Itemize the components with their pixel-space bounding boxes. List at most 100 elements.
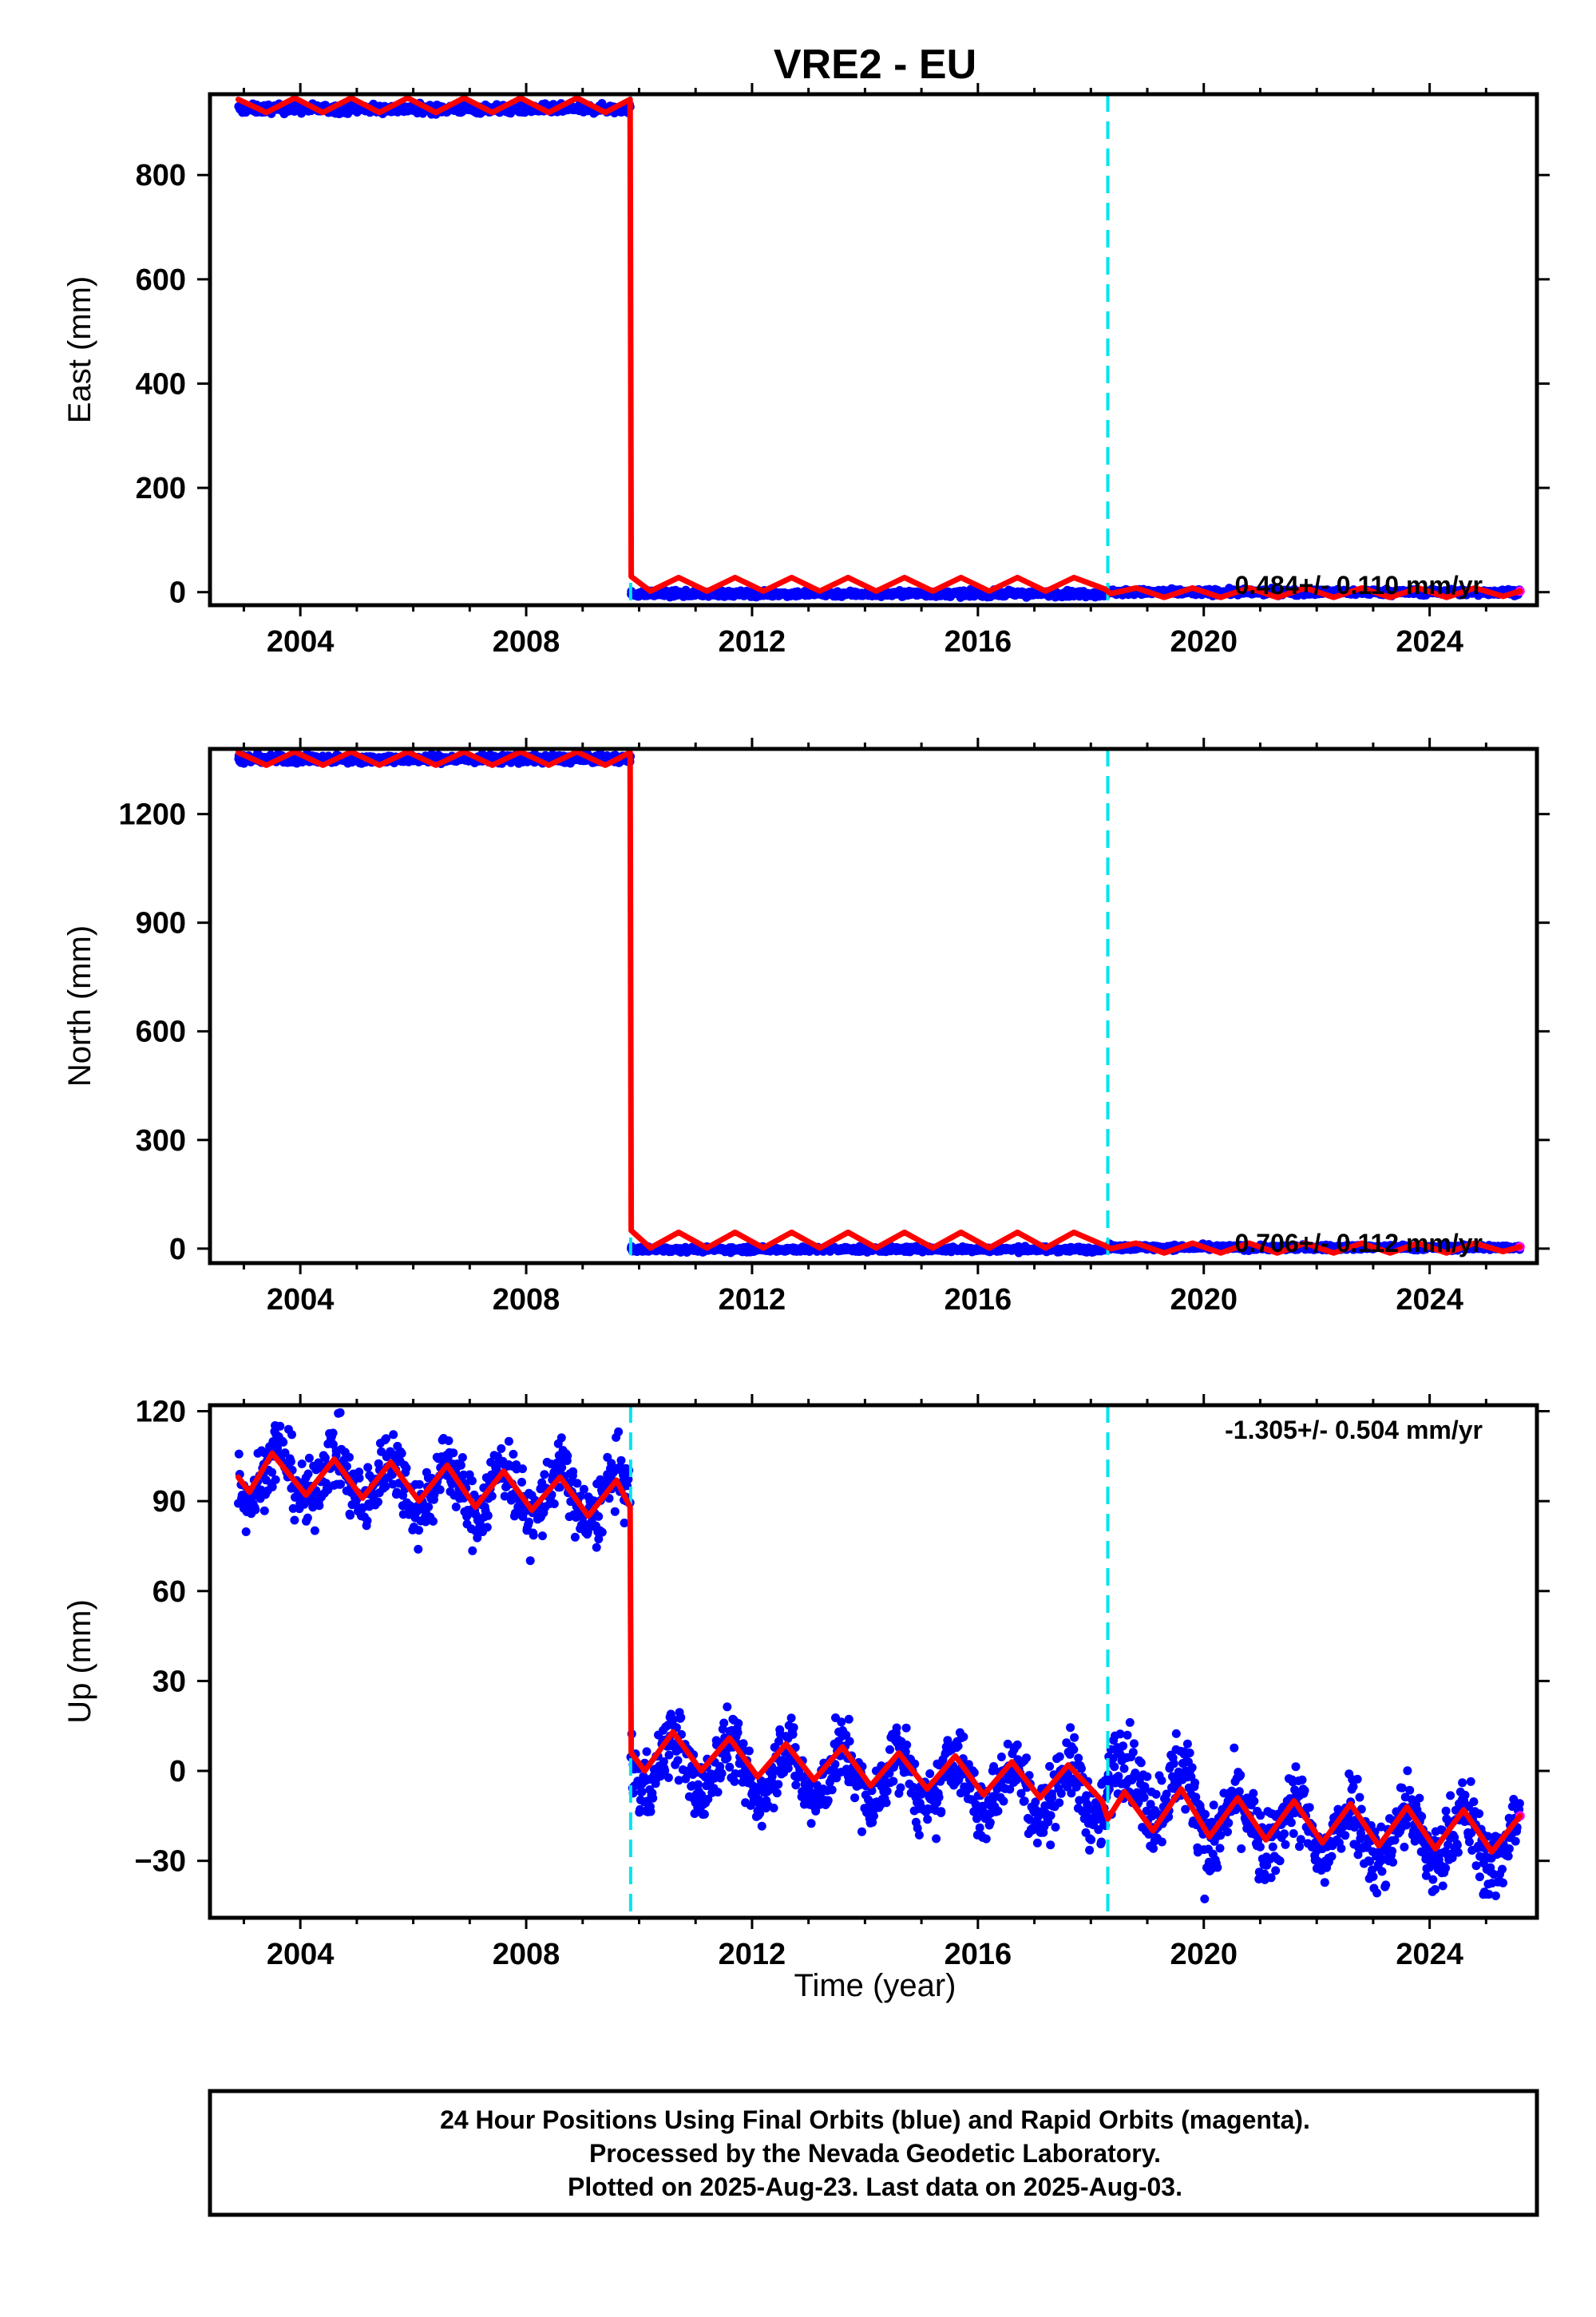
data-point <box>345 1452 354 1462</box>
x-tick-label: 2012 <box>719 1283 786 1317</box>
velocity-annotation: 0.484+/- 0.110 mm/yr <box>1235 571 1483 600</box>
data-point <box>624 1475 633 1484</box>
data-point <box>509 1449 518 1459</box>
plot-frame <box>208 92 1539 608</box>
x-tick-label: 2004 <box>267 1283 335 1317</box>
data-point <box>616 1456 626 1465</box>
data-point <box>614 1427 624 1436</box>
data-point <box>663 1773 673 1782</box>
data-point <box>435 1485 445 1495</box>
data-point <box>286 1457 295 1467</box>
y-tick-label: 200 <box>136 472 186 505</box>
data-point <box>346 1511 355 1520</box>
data-point <box>288 1503 298 1513</box>
data-point <box>363 1463 373 1472</box>
data-point <box>482 1523 492 1532</box>
data-point <box>572 1479 582 1488</box>
data-point <box>271 1475 280 1484</box>
data-point <box>290 1515 299 1525</box>
data-point <box>646 1807 655 1816</box>
data-point <box>402 1463 411 1473</box>
data-point <box>234 1449 244 1459</box>
data-point <box>610 1507 620 1516</box>
data-point <box>540 1470 549 1479</box>
y-tick-label: 900 <box>136 907 186 941</box>
data-point <box>557 1463 567 1472</box>
y-tick-label: 400 <box>136 367 186 401</box>
y-tick-label: 600 <box>136 263 186 297</box>
data-point <box>310 1526 319 1535</box>
data-point <box>315 1501 324 1511</box>
data-point <box>487 1491 497 1501</box>
up-panel: 2004 2008 2012 2016 2020 2024−300306090120Up … <box>62 1394 1550 1971</box>
data-point <box>549 1499 559 1508</box>
data-point <box>583 1527 592 1537</box>
data-point <box>517 1477 526 1487</box>
data-point <box>304 1453 314 1463</box>
data-point <box>280 1448 290 1458</box>
x-tick-label: 2020 <box>1170 1283 1238 1317</box>
y-tick-label: 300 <box>136 1124 186 1158</box>
data-point <box>268 1437 278 1446</box>
data-point <box>287 1430 296 1440</box>
data-point <box>497 1444 506 1453</box>
data-point <box>597 1527 607 1537</box>
plot-area <box>234 94 1525 605</box>
x-tick-label: 2020 <box>1170 625 1238 659</box>
data-point <box>563 1451 572 1460</box>
data-point <box>694 1780 703 1789</box>
data-point <box>354 1473 364 1483</box>
data-point <box>267 1482 277 1491</box>
data-point <box>381 1482 390 1491</box>
data-point <box>297 1460 307 1468</box>
data-point <box>673 1756 683 1765</box>
data-point <box>389 1430 398 1440</box>
y-tick-label: 600 <box>136 1016 186 1049</box>
data-point <box>642 1747 651 1757</box>
data-point <box>556 1433 566 1443</box>
data-point <box>467 1476 477 1486</box>
data-point <box>504 1436 513 1446</box>
data-point <box>568 1467 578 1476</box>
chart-title: VRE2 - EU <box>774 42 976 88</box>
x-tick-label: 2024 <box>1396 625 1463 659</box>
model-fit-line <box>235 95 1523 600</box>
data-point <box>275 1421 285 1431</box>
plot-area <box>234 1405 1525 1918</box>
y-tick-label: 800 <box>136 159 186 192</box>
velocity-annotation: 0.706+/- 0.112 mm/yr <box>1235 1229 1483 1258</box>
data-point <box>429 1516 438 1526</box>
data-point <box>449 1448 458 1458</box>
data-point <box>382 1434 391 1444</box>
data-point <box>444 1436 453 1445</box>
data-point <box>414 1526 424 1535</box>
x-tick-label: 2016 <box>945 625 1012 659</box>
data-point <box>579 1484 588 1494</box>
x-tick-label: 2008 <box>493 1283 560 1317</box>
y-axis-label: North (mm) <box>62 925 97 1087</box>
data-point <box>594 1511 604 1521</box>
data-point <box>241 1527 251 1536</box>
data-point <box>570 1532 580 1542</box>
data-point <box>697 1790 707 1800</box>
y-tick-label: 0 <box>169 576 186 610</box>
data-point <box>592 1543 601 1552</box>
data-point <box>279 1437 288 1447</box>
data-point <box>328 1428 338 1438</box>
final-orbit-points <box>234 98 1524 602</box>
x-tick-label: 2004 <box>267 625 335 659</box>
data-point <box>674 1776 683 1785</box>
data-point <box>397 1448 406 1458</box>
data-point <box>456 1460 465 1470</box>
data-point <box>668 1714 678 1724</box>
data-point <box>664 1750 674 1760</box>
data-point <box>374 1497 382 1507</box>
x-tick-label: 2008 <box>493 625 560 659</box>
x-tick-label: 2024 <box>1396 1283 1463 1317</box>
data-point <box>457 1453 467 1462</box>
data-point <box>303 1513 312 1523</box>
data-point <box>414 1479 424 1489</box>
data-point <box>468 1546 477 1555</box>
north-panel: 2004 2008 2012 2016 2020 202403006009001200No… <box>62 738 1550 1317</box>
data-point <box>538 1531 547 1541</box>
